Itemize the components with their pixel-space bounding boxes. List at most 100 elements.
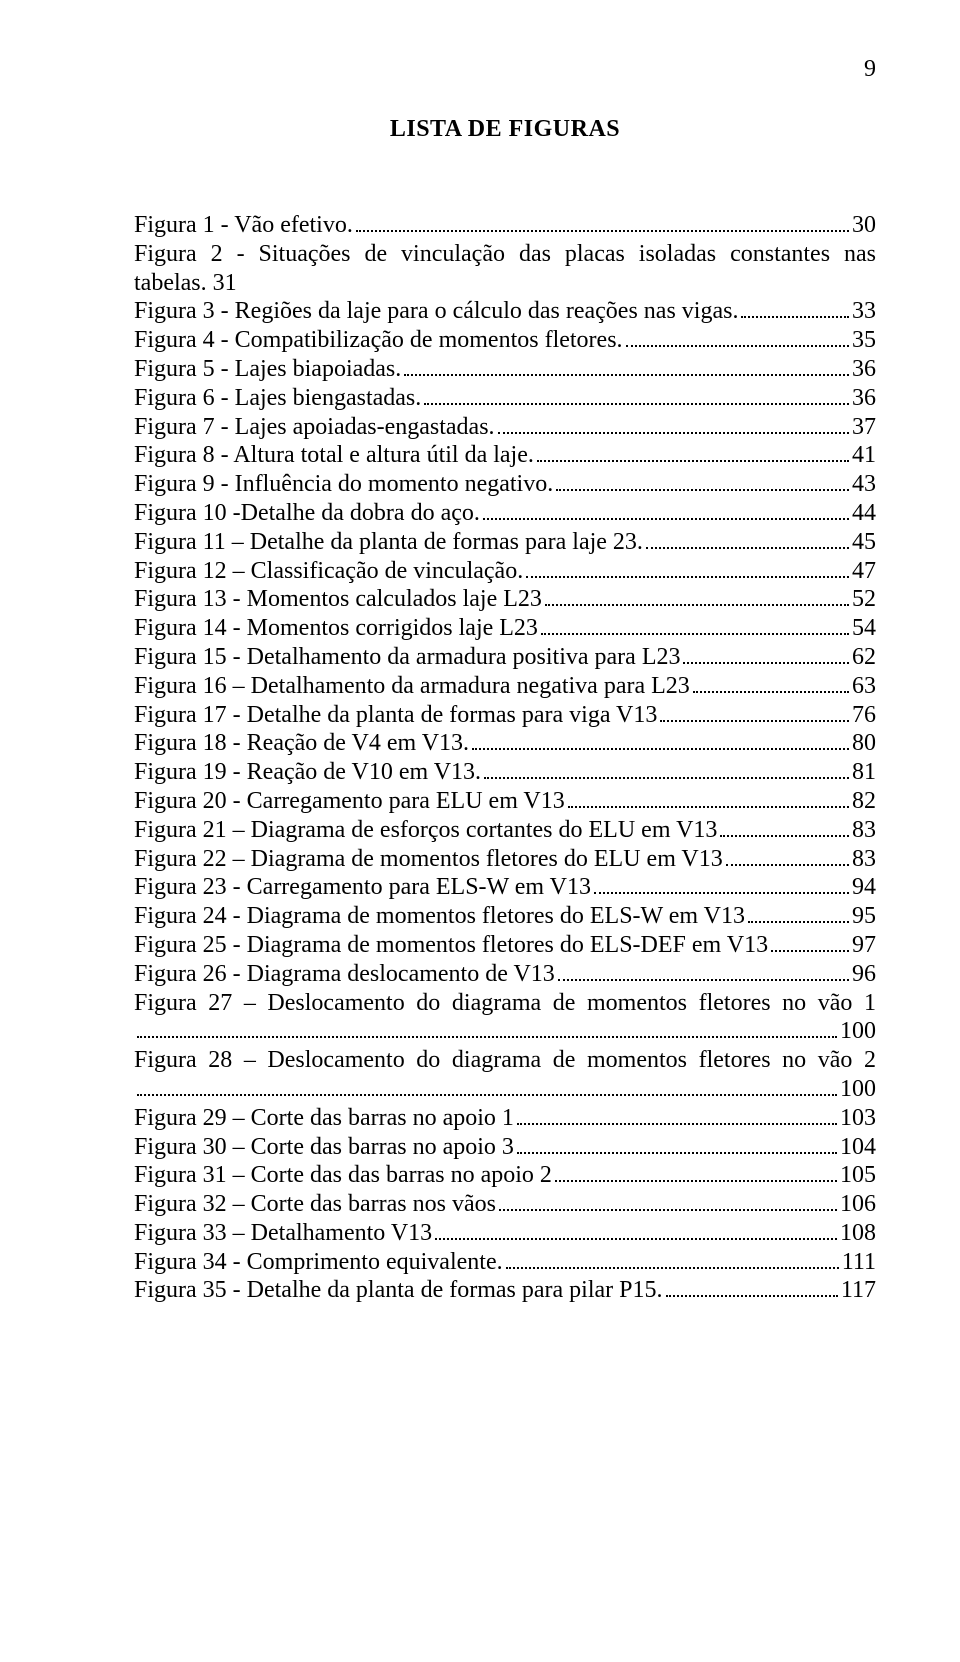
figure-entry-page: 52	[852, 585, 876, 614]
figure-entry: Figura 16 – Detalhamento da armadura neg…	[134, 672, 876, 701]
figure-entry-page: 95	[852, 902, 876, 931]
figure-entry: Figura 14 - Momentos corrigidos laje L23…	[134, 614, 876, 643]
figure-entry-label: Figura 8 - Altura total e altura útil da…	[134, 441, 534, 470]
figure-entry-page: 96	[852, 960, 876, 989]
leader-dots	[484, 764, 849, 779]
figure-entry-page: 108	[840, 1219, 876, 1248]
figure-entry: Figura 9 - Influência do momento negativ…	[134, 470, 876, 499]
leader-dots	[660, 706, 849, 721]
figure-entry-label: Figura 29 – Corte das barras no apoio 1	[134, 1104, 514, 1133]
figure-entry-page: 63	[852, 672, 876, 701]
figure-list: Figura 1 - Vão efetivo. 30Figura 2 - Situ…	[134, 211, 876, 1305]
leader-dots	[517, 1138, 837, 1153]
figure-entry: Figura 3 - Regiões da laje para o cálcul…	[134, 297, 876, 326]
figure-entry-label: Figura 2 - Situações de vinculação das p…	[134, 240, 876, 269]
figure-entry-label: Figura 17 - Detalhe da planta de formas …	[134, 701, 657, 730]
leader-dots	[666, 1282, 838, 1297]
figure-entry-label: Figura 15 - Detalhamento da armadura pos…	[134, 643, 680, 672]
figure-entry: Figura 2 - Situações de vinculação das p…	[134, 240, 876, 298]
figure-entry-line2: tabelas. 31	[134, 269, 876, 298]
figure-entry-page: 94	[852, 873, 876, 902]
figure-entry: Figura 25 - Diagrama de momentos fletore…	[134, 931, 876, 960]
leader-dots	[720, 822, 849, 837]
figure-entry: Figura 4 - Compatibilização de momentos …	[134, 326, 876, 355]
figure-entry: Figura 11 – Detalhe da planta de formas …	[134, 528, 876, 557]
figure-entry-page: 43	[852, 470, 876, 499]
figure-entry: Figura 34 - Comprimento equivalente. 111	[134, 1248, 876, 1277]
leader-dots	[356, 217, 849, 232]
leader-dots	[526, 562, 849, 577]
figure-entry-label-cont: tabelas.	[134, 270, 207, 296]
figure-entry: Figura 15 - Detalhamento da armadura pos…	[134, 643, 876, 672]
leader-dots	[683, 649, 849, 664]
figure-entry-label: Figura 1 - Vão efetivo.	[134, 211, 353, 240]
figure-entry-page: 44	[852, 499, 876, 528]
figure-entry-label: Figura 33 – Detalhamento V13	[134, 1219, 432, 1248]
figure-entry-page: 36	[852, 384, 876, 413]
leader-dots	[771, 937, 849, 952]
figure-entry-label: Figura 25 - Diagrama de momentos fletore…	[134, 931, 768, 960]
figure-entry: Figura 22 – Diagrama de momentos fletore…	[134, 845, 876, 874]
figure-entry-page: 30	[852, 211, 876, 240]
leader-dots	[594, 879, 849, 894]
figure-entry-page: 83	[852, 816, 876, 845]
leader-dots	[555, 1167, 837, 1182]
figure-entry: Figura 33 – Detalhamento V13 108	[134, 1219, 876, 1248]
leader-dots	[506, 1254, 839, 1269]
page-number: 9	[864, 56, 876, 83]
figure-entry-label: Figura 4 - Compatibilização de momentos …	[134, 326, 623, 355]
figure-entry-label: Figura 10 -Detalhe da dobra do aço.	[134, 499, 480, 528]
figure-entry: Figura 24 - Diagrama de momentos fletore…	[134, 902, 876, 931]
figure-entry-label: Figura 5 - Lajes biapoiadas.	[134, 355, 401, 384]
figure-entry-page: 106	[840, 1190, 876, 1219]
leader-dots	[726, 850, 849, 865]
figure-entry: Figura 10 -Detalhe da dobra do aço. 44	[134, 499, 876, 528]
figure-entry-label: Figura 18 - Reação de V4 em V13.	[134, 729, 469, 758]
figure-entry-label: Figura 35 - Detalhe da planta de formas …	[134, 1276, 663, 1305]
figure-entry: Figura 7 - Lajes apoiadas-engastadas.37	[134, 413, 876, 442]
figure-entry-page: 47	[852, 557, 876, 586]
figure-entry: Figura 20 - Carregamento para ELU em V13…	[134, 787, 876, 816]
figure-entry: Figura 32 – Corte das barras nos vãos106	[134, 1190, 876, 1219]
figure-entry: Figura 35 - Detalhe da planta de formas …	[134, 1276, 876, 1305]
leader-dots	[556, 476, 849, 491]
list-title: LISTA DE FIGURAS	[134, 116, 876, 143]
figure-entry: Figura 26 - Diagrama deslocamento de V13…	[134, 960, 876, 989]
figure-entry-label: Figura 3 - Regiões da laje para o cálcul…	[134, 297, 738, 326]
leader-dots	[626, 332, 849, 347]
leader-dots	[537, 447, 849, 462]
leader-dots	[472, 735, 849, 750]
figure-entry-page: 100	[840, 1017, 876, 1046]
figure-entry: Figura 12 – Classificação de vinculação.…	[134, 557, 876, 586]
figure-entry-label: Figura 12 – Classificação de vinculação.	[134, 557, 523, 586]
leader-dots	[741, 303, 849, 318]
leader-dots	[517, 1110, 837, 1125]
figure-entry-page: 103	[840, 1104, 876, 1133]
figure-entry-label: Figura 16 – Detalhamento da armadura neg…	[134, 672, 690, 701]
figure-entry-label: Figura 14 - Momentos corrigidos laje L23	[134, 614, 538, 643]
figure-entry-label: Figura 31 – Corte das das barras no apoi…	[134, 1161, 552, 1190]
figure-entry-page: 111	[842, 1248, 876, 1277]
leader-dots	[499, 1196, 837, 1211]
figure-entry-page: 62	[852, 643, 876, 672]
figure-entry: Figura 30 – Corte das barras no apoio 31…	[134, 1133, 876, 1162]
figure-entry-label: Figura 22 – Diagrama de momentos fletore…	[134, 845, 723, 874]
figure-entry-label: Figura 7 - Lajes apoiadas-engastadas.	[134, 413, 495, 442]
figure-entry: Figura 31 – Corte das das barras no apoi…	[134, 1161, 876, 1190]
figure-entry-label: Figura 26 - Diagrama deslocamento de V13	[134, 960, 555, 989]
figure-entry-page: 83	[852, 845, 876, 874]
figure-entry-label: Figura 19 - Reação de V10 em V13.	[134, 758, 481, 787]
leader-dots	[748, 908, 849, 923]
figure-entry-page: 97	[852, 931, 876, 960]
figure-entry-page: 36	[852, 355, 876, 384]
figure-entry: Figura 1 - Vão efetivo. 30	[134, 211, 876, 240]
figure-entry-page: 31	[213, 270, 237, 296]
figure-entry: Figura 23 - Carregamento para ELS-W em V…	[134, 873, 876, 902]
figure-entry-page: 33	[852, 297, 876, 326]
figure-entry: Figura 17 - Detalhe da planta de formas …	[134, 701, 876, 730]
figure-entry-label: Figura 9 - Influência do momento negativ…	[134, 470, 553, 499]
figure-entry-label: Figura 34 - Comprimento equivalente.	[134, 1248, 503, 1277]
page: 9 LISTA DE FIGURAS Figura 1 - Vão efetiv…	[0, 0, 960, 1662]
figure-entry: Figura 5 - Lajes biapoiadas. 36	[134, 355, 876, 384]
figure-entry: Figura 28 – Deslocamento do diagrama de …	[134, 1046, 876, 1104]
